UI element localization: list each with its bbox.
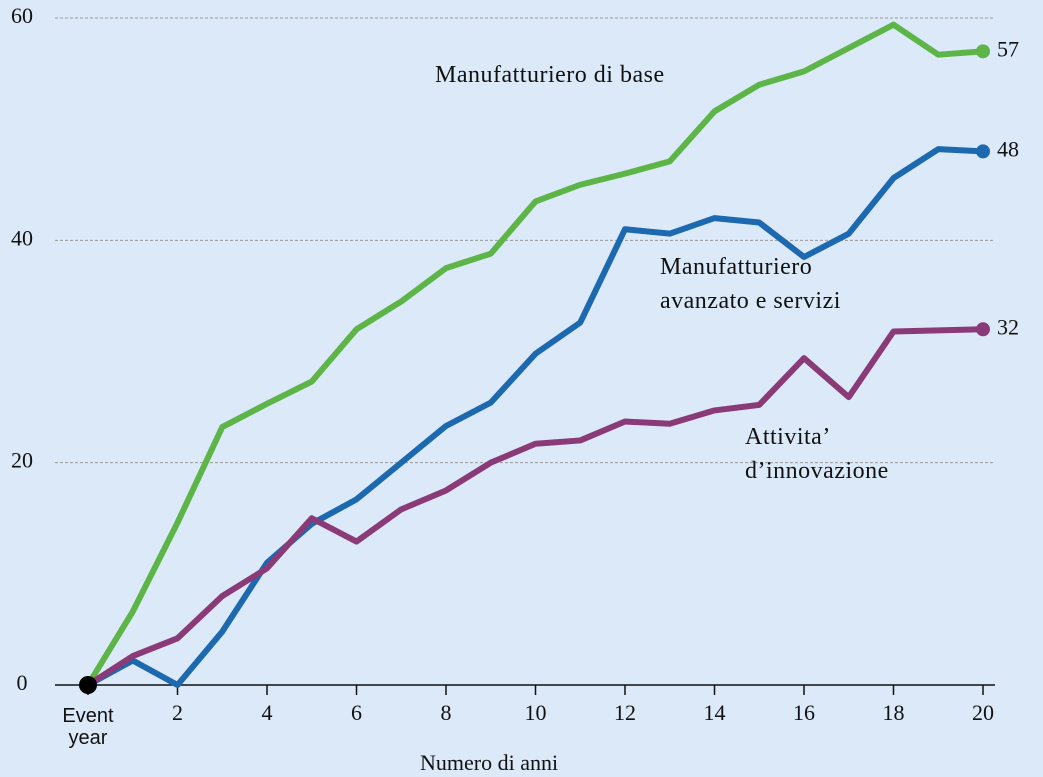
x-tick-label: 14 <box>704 700 726 725</box>
x-tick-label: 12 <box>614 700 636 725</box>
end-label: 57 <box>997 36 1019 61</box>
y-tick-label: 20 <box>11 448 33 473</box>
end-label: 48 <box>997 136 1019 161</box>
end-label: 32 <box>997 314 1019 339</box>
x-tick-label: 16 <box>793 700 815 725</box>
x-tick-label: 2 <box>172 700 183 725</box>
line <box>86 146 984 688</box>
x-tick-label: Event year <box>62 705 114 749</box>
line <box>85 21 984 687</box>
x-tick-label: 8 <box>441 700 452 725</box>
y-tick-label: 0 <box>17 670 28 695</box>
y-tick-label: 40 <box>11 225 33 250</box>
x-axis-label: Numero di anni <box>420 750 559 775</box>
event-dot <box>79 676 97 694</box>
line <box>86 326 984 688</box>
series-label: Manufatturiero avanzato e servizi <box>660 254 841 314</box>
x-tick-label: 4 <box>262 700 273 725</box>
x-tick-label: 20 <box>972 700 994 725</box>
end-dot <box>976 44 990 59</box>
y-tick-label: 60 <box>11 3 33 28</box>
x-tick-label: 6 <box>351 700 362 725</box>
end-dot <box>976 322 990 337</box>
series-label: Attivita’ d’innovazione <box>745 424 889 484</box>
end-dot <box>976 144 990 159</box>
x-tick-label: 18 <box>883 700 905 725</box>
series-label: Manufatturiero di base <box>435 62 665 88</box>
x-tick-label: 10 <box>525 700 547 725</box>
